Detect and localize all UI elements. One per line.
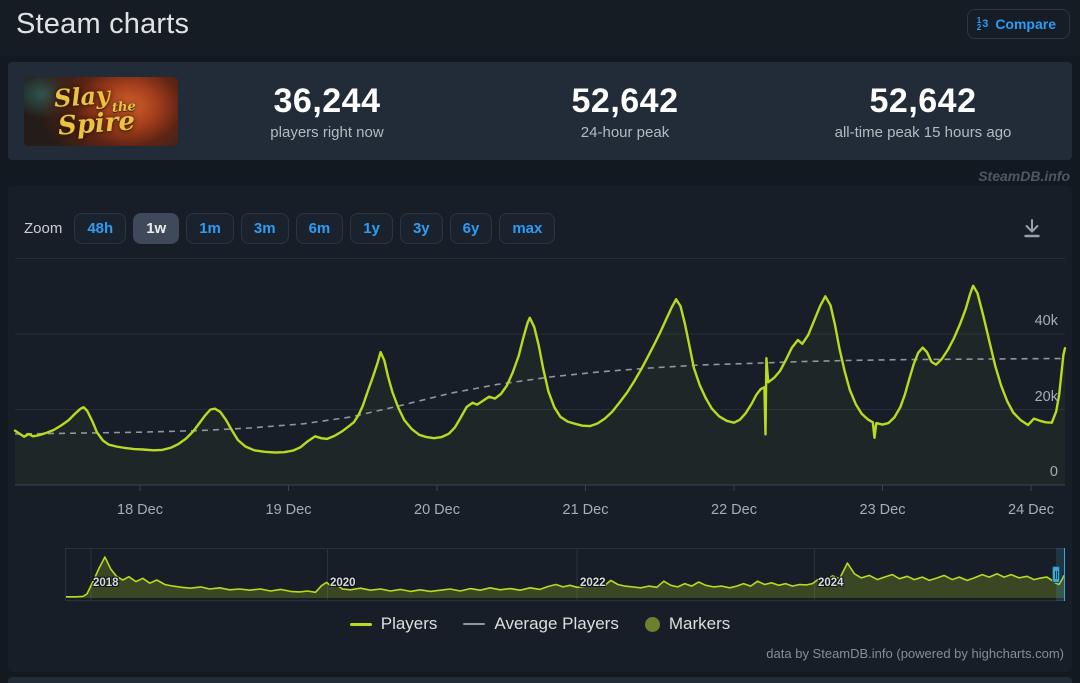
players-chart-svg	[13, 258, 1067, 491]
zoom-button-3m[interactable]: 3m	[240, 212, 289, 244]
stat-label: all-time peak 15 hours ago	[834, 123, 1012, 141]
chart-credits: data by SteamDB.info (powered by highcha…	[766, 646, 1064, 661]
stat-24h-peak: 52,642 24-hour peak	[476, 82, 774, 141]
zoom-button-6m[interactable]: 6m	[295, 212, 344, 244]
y-axis-label-0: 0	[1049, 464, 1058, 480]
compare-button-label: Compare	[995, 16, 1056, 32]
navigator-year-2018: 2018	[93, 577, 119, 589]
navigator-year-2020: 2020	[330, 577, 356, 589]
navigator-svg	[66, 549, 1065, 600]
y-axis-label-20k: 20k	[1034, 388, 1058, 405]
page-title: Steam charts	[16, 8, 190, 40]
players-area-fill	[15, 285, 1065, 485]
top-header: Steam charts 1 2 3 Compare	[0, 0, 1080, 56]
stats-panel: Slay the Spire 36,244 players right now …	[8, 62, 1072, 160]
stat-value: 36,244	[273, 81, 381, 120]
stat-label: 24-hour peak	[580, 123, 670, 141]
legend-item-players[interactable]: Players	[349, 614, 438, 634]
zoom-button-1y[interactable]: 1y	[350, 212, 393, 244]
x-axis-label-24-Dec: 24 Dec	[1008, 502, 1054, 518]
x-axis-label-22-Dec: 22 Dec	[711, 502, 757, 518]
main-chart-area[interactable]	[8, 246, 1072, 506]
navigator[interactable]	[65, 548, 1065, 601]
navigator-line	[66, 556, 1065, 598]
stat-current-players: 36,244 players right now	[178, 82, 476, 141]
navigator-area-fill	[66, 557, 1064, 598]
legend-swatch	[349, 622, 372, 626]
chart-toolbar: Zoom 48h 1w 1m 3m 6m 1y 3y 6y max	[24, 212, 1056, 244]
steamdb-watermark: SteamDB.info	[978, 168, 1070, 184]
x-axis-label-23-Dec: 23 Dec	[859, 502, 906, 518]
zoom-button-48h[interactable]: 48h	[74, 212, 127, 244]
download-button[interactable]	[1014, 212, 1050, 244]
sort-icon-digit-side: 3	[982, 17, 989, 30]
x-axis-label-21-Dec: 21 Dec	[562, 502, 609, 518]
sort-icon-digit-bottom: 2	[976, 23, 982, 32]
chart-panel: Zoom 48h 1w 1m 3m 6m 1y 3y 6y max 0 20k 40k 18 Dec…	[8, 186, 1072, 672]
sort-icon-digit-top: 1	[976, 16, 982, 25]
y-axis-label-40k: 40k	[1034, 313, 1058, 329]
capsule-word-3: Spire	[57, 105, 137, 142]
players-line	[13, 284, 1067, 454]
chart-legend: Players Average Players Markers	[8, 614, 1072, 634]
x-axis-label-18-Dec: 18 Dec	[117, 502, 163, 518]
legend-swatch	[644, 616, 660, 632]
next-panel-edge	[8, 677, 1072, 683]
download-icon	[1024, 219, 1040, 238]
stat-value: 52,642	[869, 81, 977, 120]
stat-alltime-peak: 52,642 all-time peak 15 hours ago	[774, 82, 1072, 141]
legend-swatch	[463, 623, 486, 625]
stats-row: 36,244 players right now 52,642 24-hour …	[178, 82, 1072, 141]
zoom-button-max[interactable]: max	[499, 212, 556, 244]
legend-label: Markers	[668, 614, 731, 633]
x-axis-label-19-Dec: 19 Dec	[265, 502, 312, 518]
stat-value: 52,642	[571, 81, 679, 120]
capsule-word-1: Slay	[53, 79, 111, 113]
navigator-selected-range[interactable]	[1056, 548, 1065, 601]
zoom-label: Zoom	[24, 219, 63, 237]
legend-item-markers[interactable]: Markers	[644, 614, 731, 634]
zoom-button-3y[interactable]: 3y	[399, 212, 443, 244]
legend-label: Average Players	[494, 614, 619, 633]
stat-label: players right now	[270, 123, 384, 141]
zoom-button-1m[interactable]: 1m	[186, 212, 234, 244]
navigator-year-2022: 2022	[580, 577, 606, 589]
x-axis-label-20-Dec: 20 Dec	[414, 502, 460, 518]
compare-button[interactable]: 1 2 3 Compare	[966, 9, 1070, 39]
navigator-year-2024: 2024	[818, 577, 844, 589]
legend-label: Players	[380, 614, 438, 633]
sort-numeric-icon: 1 2 3	[976, 16, 989, 32]
legend-item-average-players[interactable]: Average Players	[463, 614, 619, 634]
zoom-button-1w[interactable]: 1w	[133, 212, 180, 244]
zoom-button-group: 48h 1w 1m 3m 6m 1y 3y 6y max	[74, 212, 556, 244]
average-players-line	[14, 357, 1066, 435]
navigator-handle[interactable]	[1052, 566, 1060, 583]
game-capsule-image[interactable]: Slay the Spire	[24, 76, 178, 146]
zoom-button-6y[interactable]: 6y	[449, 212, 493, 244]
